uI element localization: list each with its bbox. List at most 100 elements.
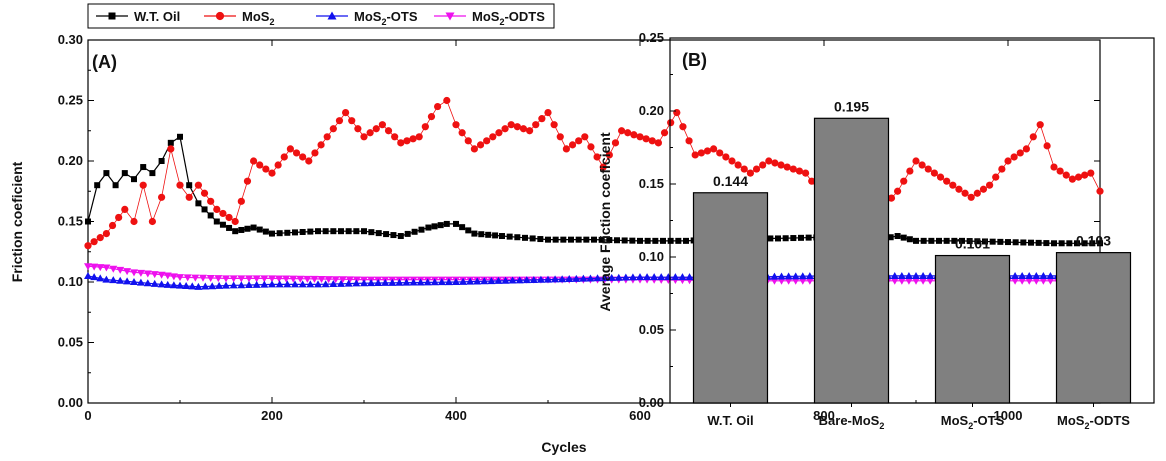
data-point [997,238,1004,245]
data-point [526,127,534,135]
x-category-label: MoS2-ODTS [1057,413,1130,431]
data-point [771,159,779,167]
data-point [998,165,1006,173]
data-point [560,236,567,243]
data-point [103,170,110,177]
data-point [167,139,174,146]
data-point [108,221,117,230]
data-point [225,213,233,222]
legend-marker [445,12,455,21]
data-point [283,280,292,288]
data-point [361,228,367,235]
bar-value-label: 0.195 [834,98,869,114]
data-point [644,237,651,244]
data-point [150,279,159,287]
data-point [250,157,258,165]
data-point [388,278,397,286]
y-tick-label: 0.00 [58,395,83,410]
data-point [556,133,564,141]
panel-label-b: (B) [682,50,707,70]
data-point [284,229,291,236]
data-point [94,182,101,189]
data-point [231,217,239,226]
data-point [374,279,383,287]
series-line [87,135,1100,244]
data-point [551,275,560,283]
data-point [1074,173,1083,181]
data-point [322,228,329,235]
data-point [245,275,253,283]
y-tick-label: 0.15 [639,176,664,191]
x-tick-label: 600 [629,408,651,423]
data-point [366,129,374,137]
data-point [900,234,907,241]
data-point [183,274,192,282]
data-point [587,143,595,151]
data-point [338,276,347,284]
data-point [538,115,546,123]
data-point [222,275,230,283]
legend-marker [327,11,337,20]
data-point [974,238,981,245]
data-point [102,230,110,238]
data-point [605,151,613,159]
data-point [579,274,588,282]
data-point [280,153,288,161]
data-point [775,235,781,242]
data-point [671,273,680,281]
data-point [618,127,626,135]
data-point [194,282,203,290]
data-point [397,139,405,147]
data-point [423,278,432,286]
data-point [798,277,807,285]
data-point [507,121,515,129]
data-point [84,242,92,250]
data-point [1028,239,1034,246]
data-point [924,165,932,173]
data-point [431,223,438,230]
y-tick-label: 0.20 [639,103,664,118]
data-point [274,161,282,169]
data-point [494,276,503,284]
legend: W.T. Oil MoS2 MoS2-OTS MoS2-ODTS [87,3,555,29]
data-point [473,277,482,285]
data-point [514,234,521,241]
data-point [342,109,350,117]
data-point [185,193,193,201]
data-point [470,145,478,153]
y-tick-label: 0.10 [639,249,664,264]
data-point [219,209,227,218]
data-point [598,236,605,243]
data-point [378,121,386,129]
bars-layer: 0.144 0.195 0.101 0.103 [692,98,1132,404]
data-point [798,234,804,241]
data-point [1018,277,1027,285]
data-point [352,279,361,287]
data-point [1046,277,1055,285]
data-point [317,141,325,149]
data-point [176,281,184,289]
data-point [683,237,689,244]
data-point [673,109,681,117]
data-point [798,272,807,280]
data-point [418,226,425,233]
data-point [434,102,442,111]
data-point [96,264,105,272]
data-point [685,273,694,281]
data-point [1066,240,1073,247]
data-point [291,280,299,288]
data-point [425,224,432,231]
data-point [321,280,330,288]
data-point [784,272,793,280]
data-point [606,237,613,244]
data-point [1087,169,1095,177]
data-point [568,141,577,149]
data-point [600,274,609,282]
x-tick-label: 1000 [994,408,1023,423]
data-point [391,133,399,141]
data-point [897,277,906,285]
data-point [906,236,913,243]
data-point [894,187,902,195]
data-point [777,161,785,169]
